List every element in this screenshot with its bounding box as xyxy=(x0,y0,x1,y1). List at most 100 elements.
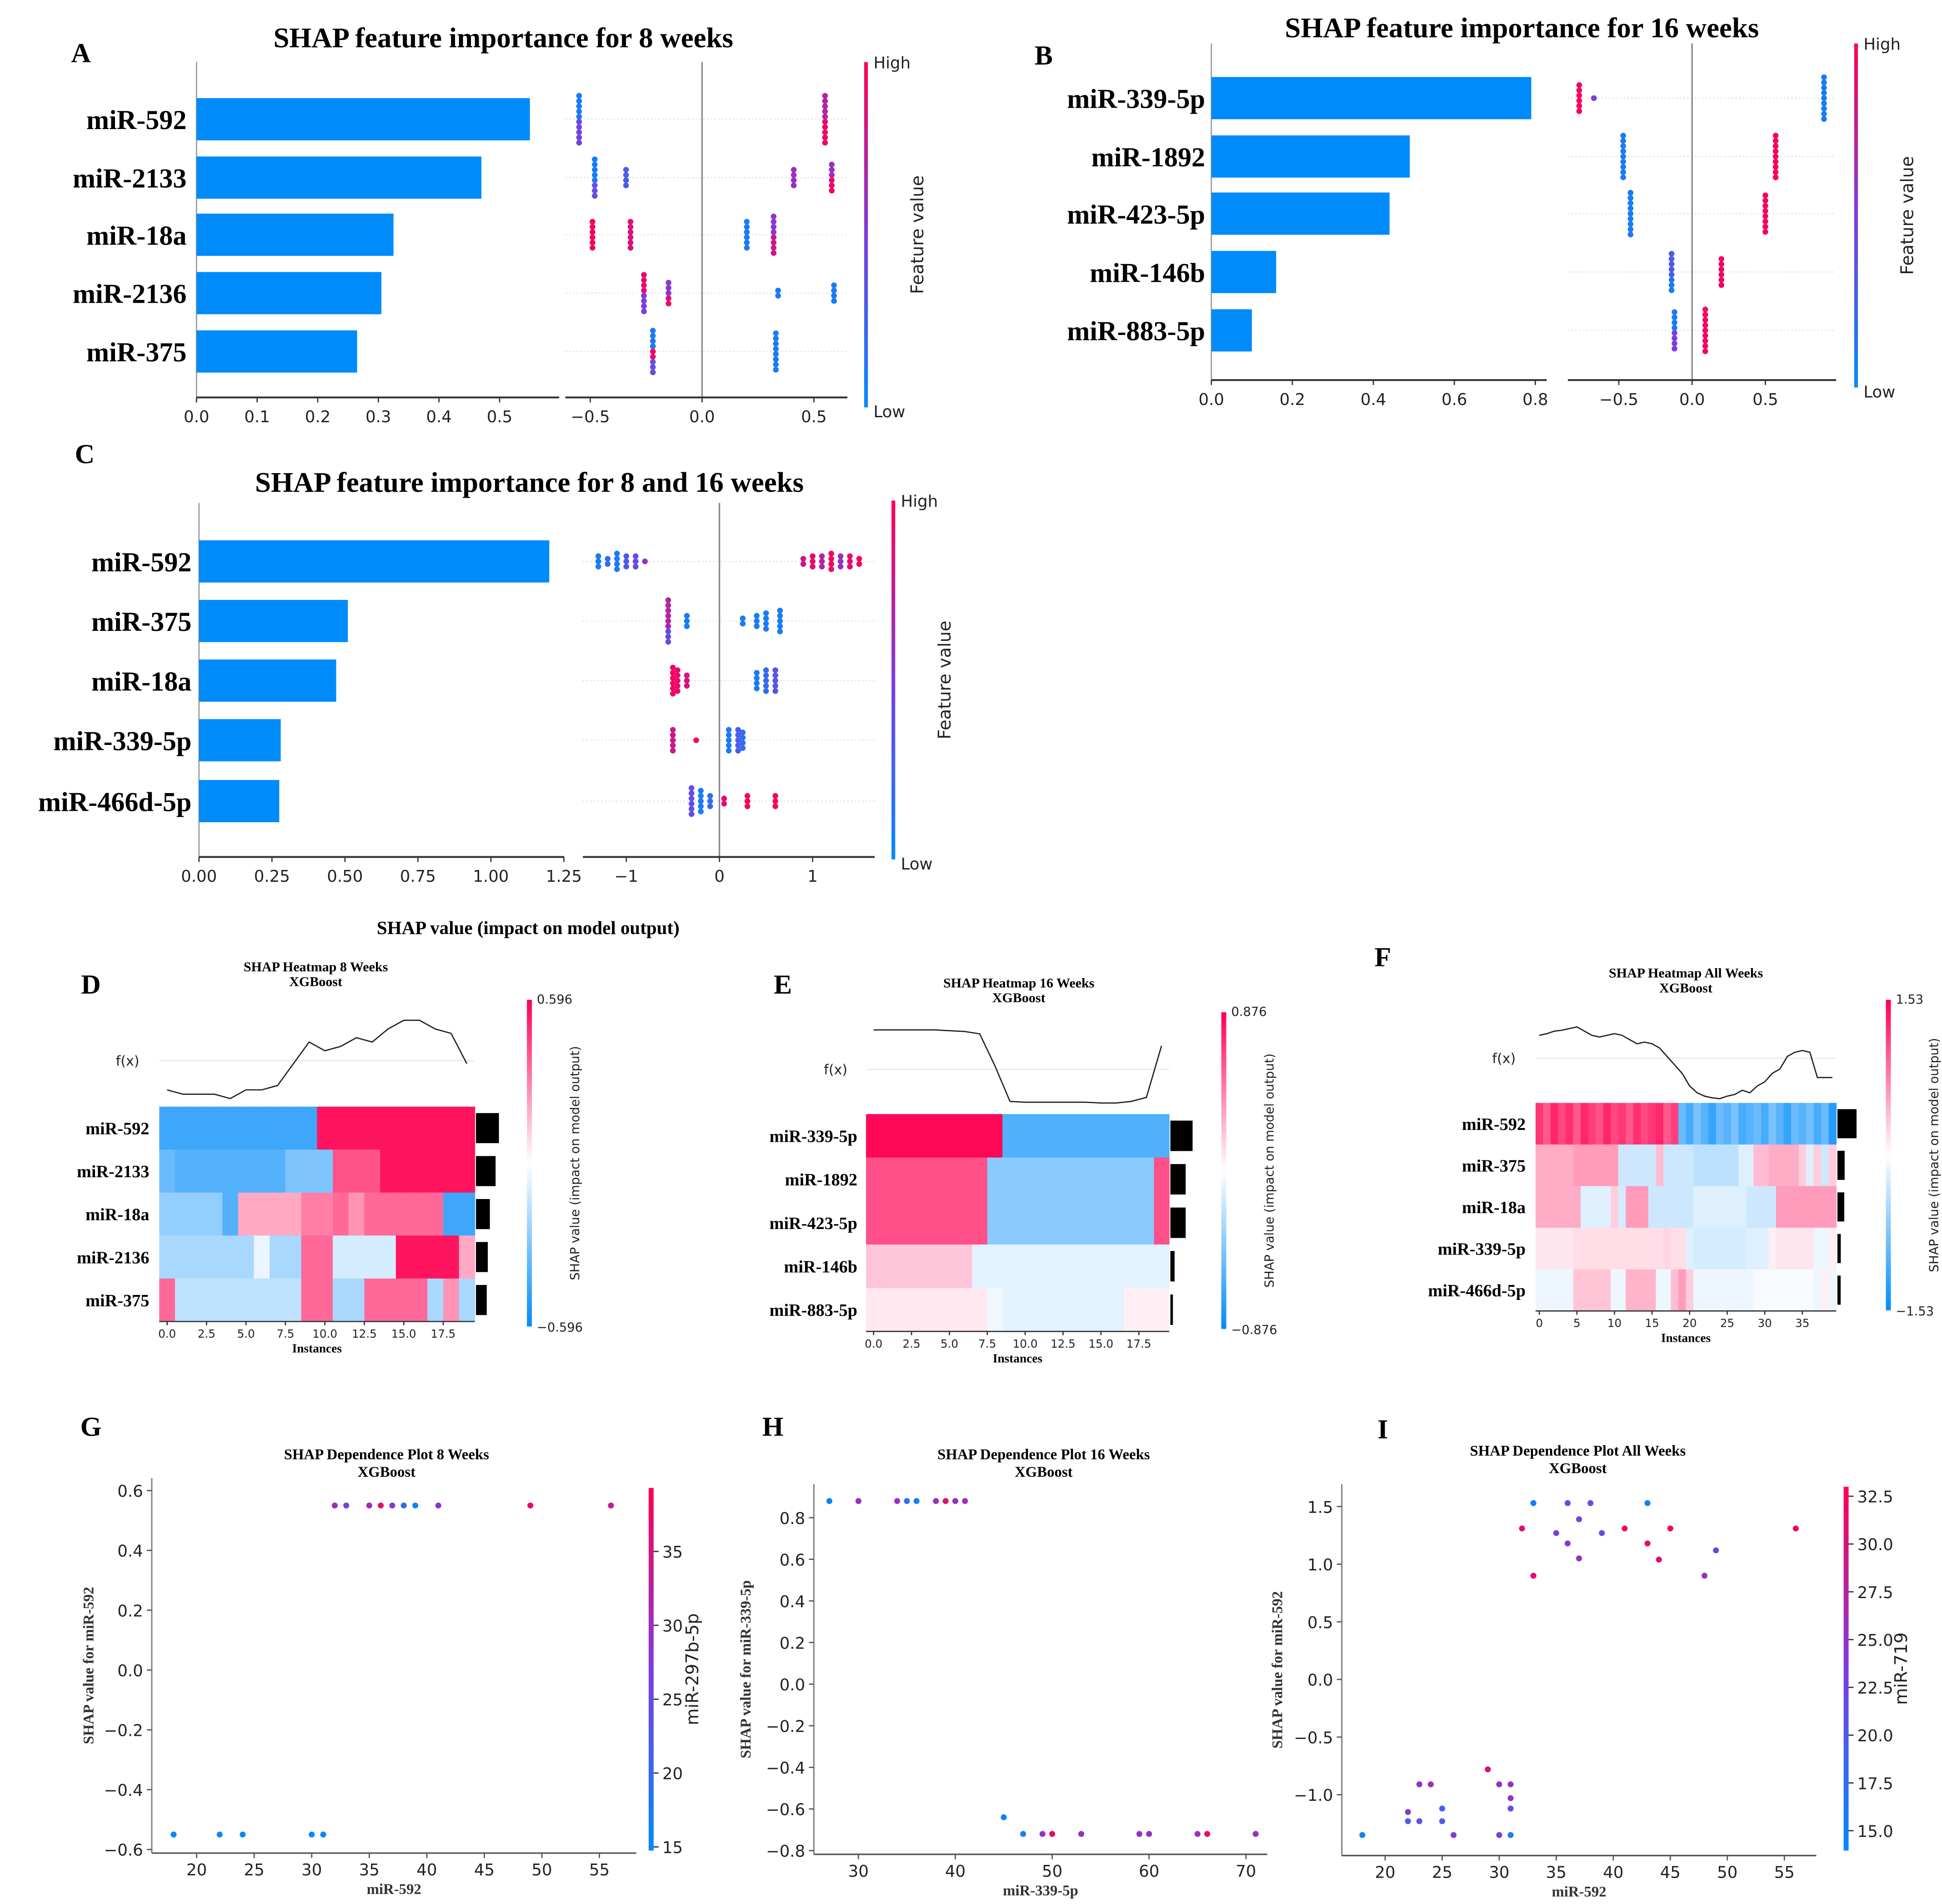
feature-label: miR-339-5p xyxy=(770,1127,857,1146)
heatmap-cell xyxy=(427,1149,444,1193)
swarm-tick-label: 0.5 xyxy=(801,408,826,426)
swarm-tick-label: 0.5 xyxy=(1752,390,1778,409)
heatmap-cell xyxy=(1002,1288,1018,1332)
panel-letter: D xyxy=(81,969,100,1000)
bar-tick-label: 0.25 xyxy=(254,867,290,886)
heatmap-cell xyxy=(1063,1157,1079,1202)
scatter-point xyxy=(1644,1540,1651,1547)
feature-label: miR-423-5p xyxy=(1067,200,1205,230)
chart-title: SHAP Dependence Plot 16 Weeks xyxy=(937,1447,1150,1463)
swarm-dot xyxy=(641,303,647,309)
swarm-dot xyxy=(828,566,834,572)
scatter-point xyxy=(1416,1818,1422,1824)
heatmap-cell xyxy=(1791,1228,1799,1270)
importance-bar xyxy=(1211,192,1390,235)
swarm-dot xyxy=(665,628,671,635)
swarm-dot xyxy=(684,618,690,624)
heatmap-cell xyxy=(1821,1228,1829,1270)
scatter-point xyxy=(216,1831,223,1838)
x-tick-label: 20 xyxy=(1682,1317,1697,1330)
heatmap-cell xyxy=(1626,1269,1634,1312)
heatmap-cell xyxy=(1753,1186,1762,1228)
heatmap-cell xyxy=(333,1149,349,1193)
colorbar-title: miR-719 xyxy=(1891,1632,1912,1705)
colorbar-tick-label: 25 xyxy=(662,1691,683,1709)
scatter-point xyxy=(1194,1831,1201,1837)
swarm-dot xyxy=(837,558,844,565)
bar-tick-label: 0.1 xyxy=(244,408,270,426)
bar-tick-label: 0.0 xyxy=(1199,390,1224,409)
heatmap-cell xyxy=(190,1192,207,1236)
heatmap-cell xyxy=(941,1157,957,1202)
swarm-dot xyxy=(1668,256,1675,262)
swarm-dot xyxy=(592,161,598,168)
heatmap-cell xyxy=(301,1149,318,1193)
heatmap-cell xyxy=(911,1157,927,1202)
swarm-dot xyxy=(1762,213,1768,220)
swarm-dot xyxy=(1772,159,1779,165)
colorbar-title: SHAP value (impact on model output) xyxy=(1927,1038,1941,1273)
feature-label: miR-423-5p xyxy=(770,1214,857,1233)
scatter-point xyxy=(527,1502,534,1509)
swarm-dot xyxy=(819,564,825,570)
swarm-dot xyxy=(1702,343,1708,349)
swarm-dot xyxy=(1576,87,1582,93)
mean-abs-bar xyxy=(1170,1207,1186,1238)
swarm-dot xyxy=(772,667,778,673)
swarm-dot xyxy=(1627,200,1634,206)
heatmap-cell xyxy=(380,1149,396,1193)
swarm-dot xyxy=(605,556,611,562)
heatmap-cell xyxy=(285,1149,302,1193)
swarm-dot xyxy=(744,803,751,810)
swarm-dot xyxy=(641,298,647,304)
scatter-point xyxy=(1451,1832,1457,1838)
swarm-dot xyxy=(1591,95,1597,101)
swarm-dot xyxy=(726,748,732,754)
heatmap-cell xyxy=(364,1278,380,1322)
heatmap-cell xyxy=(1768,1103,1777,1145)
swarm-dot xyxy=(642,558,648,565)
fx-label: f(x) xyxy=(116,1054,140,1069)
heatmap-cell xyxy=(395,1106,412,1150)
panel-letter: I xyxy=(1377,1414,1388,1444)
scatter-point xyxy=(855,1498,861,1504)
swarm-dot xyxy=(623,182,629,189)
swarm-dot xyxy=(595,553,601,559)
swarm-dot xyxy=(1772,154,1779,160)
feature-value-colorbar xyxy=(1854,43,1858,388)
scatter-point xyxy=(1507,1805,1514,1812)
heatmap-cell xyxy=(159,1192,175,1236)
mean-abs-bar xyxy=(1170,1164,1186,1195)
swarm-dot xyxy=(614,550,620,557)
swarm-dot xyxy=(1702,348,1708,355)
swarm-dot xyxy=(707,803,713,810)
scatter-point xyxy=(1530,1573,1537,1579)
heatmap-cell xyxy=(206,1149,223,1193)
scatter-point xyxy=(1667,1525,1673,1532)
swarm-dot xyxy=(791,182,797,189)
scatter-point xyxy=(170,1831,177,1838)
heatmap-cell xyxy=(1716,1269,1724,1312)
heatmap-cell xyxy=(1002,1157,1018,1202)
heatmap-cell xyxy=(1633,1144,1642,1187)
importance-bar xyxy=(196,272,381,315)
heatmap-cell xyxy=(1063,1244,1079,1289)
heatmap-cell xyxy=(1588,1144,1597,1187)
chart-title: SHAP Heatmap All Weeks xyxy=(1609,965,1763,981)
heatmap-cell xyxy=(1686,1103,1694,1145)
swarm-dot xyxy=(684,683,690,689)
colorbar-title: miR-297b-5p xyxy=(682,1613,703,1725)
heatmap-cell xyxy=(987,1288,1003,1332)
swarm-dot xyxy=(627,229,634,235)
swarm-dot xyxy=(698,803,704,810)
swarm-tick-label: −0.5 xyxy=(571,408,610,426)
swarm-dot xyxy=(772,672,778,679)
scatter-point xyxy=(1146,1831,1152,1837)
swarm-dot xyxy=(1627,216,1634,222)
heatmap-cell xyxy=(1618,1103,1627,1145)
heatmap-cell xyxy=(1776,1228,1784,1270)
swarm-dot xyxy=(1620,133,1626,139)
importance-bar xyxy=(1211,250,1276,293)
heatmap-cell xyxy=(1753,1228,1762,1270)
importance-bar xyxy=(199,659,336,702)
